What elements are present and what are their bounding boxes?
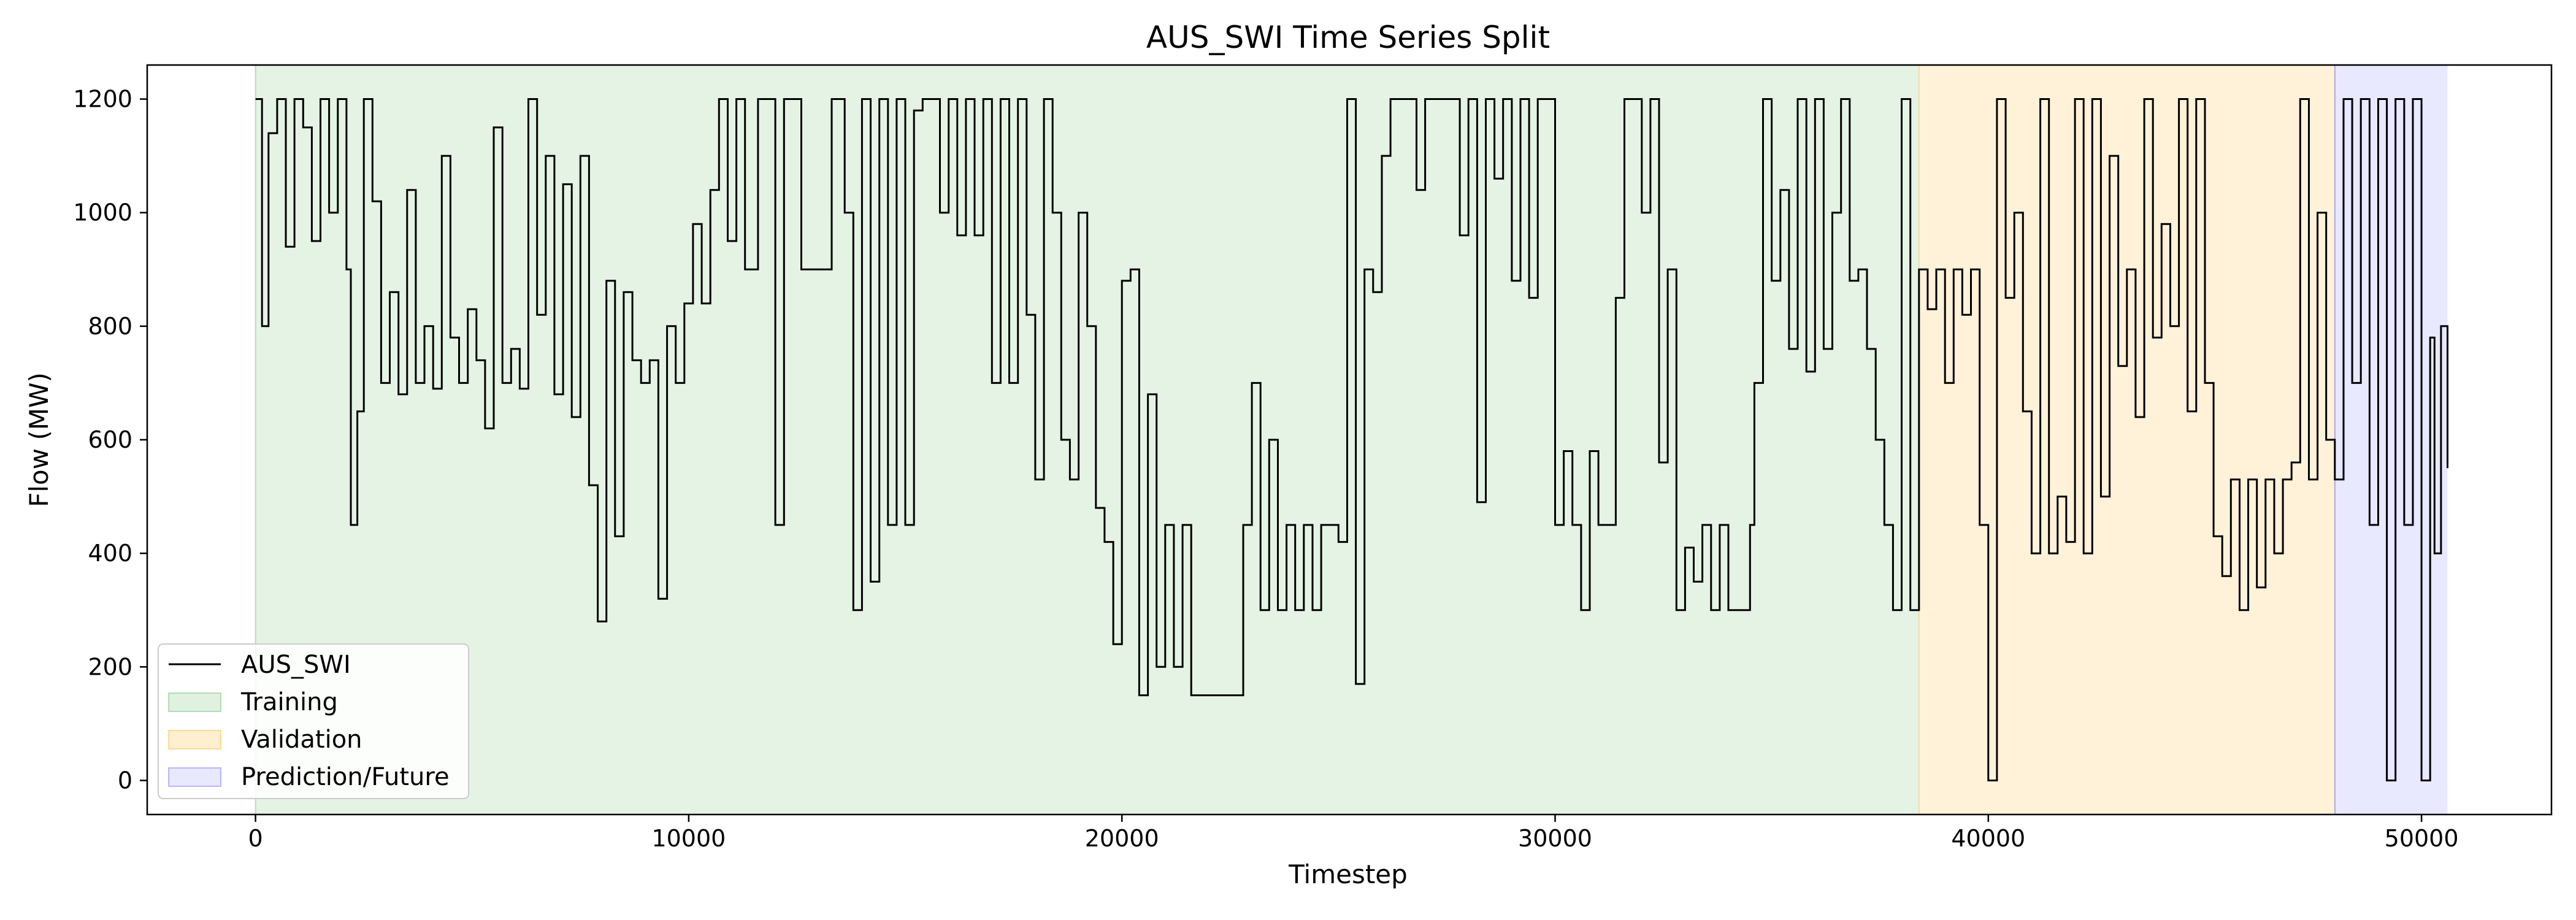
x-axis: 0 10000 20000 30000 40000 50000 (248, 815, 2459, 852)
chart-title: AUS_SWI Time Series Split (1146, 20, 1550, 55)
y-tick-label: 400 (88, 540, 132, 567)
y-axis-label: Flow (MW) (24, 372, 54, 507)
legend-swatch-training (168, 692, 221, 712)
series-layer (255, 98, 2448, 781)
y-tick-label: 600 (88, 426, 132, 453)
y-tick-label: 0 (118, 767, 132, 794)
x-tick-label: 0 (248, 825, 263, 852)
legend: AUS_SWI Training Validation Prediction/F… (158, 643, 469, 799)
legend-label-training: Training (240, 688, 338, 716)
y-tick-label: 1000 (73, 199, 132, 226)
y-tick-label: 200 (88, 653, 132, 680)
y-tick-label: 1200 (73, 86, 132, 113)
legend-label-prediction: Prediction/Future (241, 763, 450, 791)
x-axis-label: Timestep (1288, 859, 1408, 889)
legend-label-series: AUS_SWI (241, 651, 351, 679)
y-tick-label: 800 (88, 313, 132, 340)
legend-swatch-prediction (168, 767, 221, 787)
region-validation (1919, 65, 2335, 815)
region-training (255, 65, 1919, 815)
series-line-aus-swi (255, 98, 2448, 781)
x-tick-label: 50000 (2385, 825, 2459, 852)
legend-label-validation: Validation (241, 726, 362, 754)
x-tick-label: 20000 (1085, 825, 1159, 852)
x-tick-label: 10000 (651, 825, 726, 852)
y-axis: 0 200 400 600 800 1000 1200 (73, 86, 147, 794)
legend-swatch-validation (168, 730, 221, 749)
region-prediction-future (2334, 65, 2448, 815)
legend-box (158, 643, 469, 799)
x-tick-label: 40000 (1951, 825, 2025, 852)
x-tick-label: 30000 (1518, 825, 1592, 852)
